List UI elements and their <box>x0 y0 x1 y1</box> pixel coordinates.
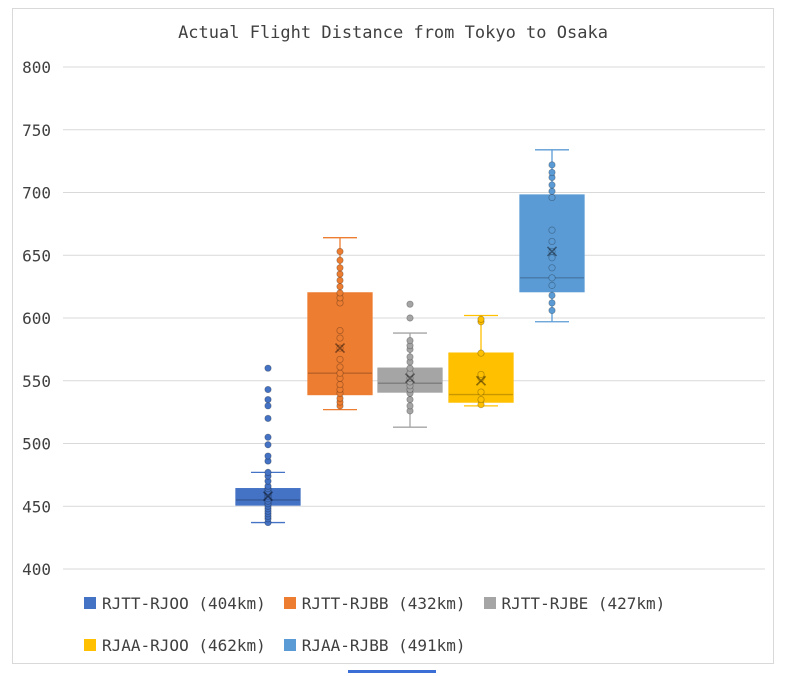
y-tick-label: 600 <box>22 309 51 328</box>
y-tick-label: 450 <box>22 497 51 516</box>
y-tick-label: 700 <box>22 184 51 203</box>
mean-marker <box>262 491 274 502</box>
bottom-scroll-strip <box>0 670 791 676</box>
data-point <box>548 299 556 307</box>
data-point <box>548 306 556 315</box>
data-point <box>264 441 272 449</box>
data-point <box>336 363 344 371</box>
legend-item: RJAA-RJBB (491km) <box>283 634 466 656</box>
mean-marker <box>475 375 487 386</box>
data-point <box>336 264 344 272</box>
box-3 <box>377 300 443 428</box>
data-point <box>264 385 272 394</box>
data-point <box>336 289 344 297</box>
data-point <box>477 315 485 323</box>
y-tick-label: 400 <box>22 560 51 579</box>
data-point <box>336 270 344 278</box>
box-1 <box>235 364 301 527</box>
y-tick-label: 650 <box>22 246 51 265</box>
legend-swatch <box>84 597 96 609</box>
data-point <box>336 334 344 342</box>
data-point <box>548 264 556 272</box>
chart-frame: Actual Flight Distance from Tokyo to Osa… <box>12 8 774 664</box>
mean-marker <box>546 246 558 257</box>
legend-label: RJTT-RJOO (404km) <box>102 593 266 613</box>
legend-swatch <box>483 597 496 609</box>
data-point <box>264 364 272 372</box>
box-4 <box>448 314 514 409</box>
data-point <box>548 281 556 289</box>
data-point <box>336 283 344 291</box>
data-point <box>406 402 414 410</box>
gridlines <box>63 66 765 570</box>
legend-label: RJTT-RJBB (432km) <box>301 593 466 613</box>
mean-marker <box>404 373 416 384</box>
legend-item: RJTT-RJBE (427km) <box>483 592 666 614</box>
data-point <box>548 274 556 282</box>
data-point <box>548 237 556 246</box>
y-tick-label: 750 <box>22 121 51 140</box>
data-point <box>477 395 485 404</box>
data-point <box>336 326 344 335</box>
y-tick-label: 800 <box>22 58 51 77</box>
data-point <box>548 181 556 189</box>
data-point <box>477 388 485 396</box>
y-tick-label: 500 <box>22 435 51 454</box>
data-point <box>264 468 272 476</box>
data-point <box>406 364 414 372</box>
data-point <box>548 226 556 234</box>
data-point <box>336 247 344 256</box>
data-point <box>548 291 556 300</box>
legend-label: RJAA-RJBB (491km) <box>301 635 466 655</box>
legend-item: RJTT-RJOO (404km) <box>84 592 266 614</box>
data-point <box>406 336 414 345</box>
legend-swatch <box>283 597 296 609</box>
data-point <box>477 349 485 357</box>
data-point <box>264 452 272 460</box>
data-point <box>548 247 556 256</box>
data-point <box>548 161 556 169</box>
data-point <box>336 380 344 389</box>
data-point <box>264 402 272 410</box>
data-point <box>336 276 344 284</box>
data-point <box>477 370 485 379</box>
data-point <box>406 395 414 404</box>
legend-swatch <box>283 639 296 651</box>
box-5 <box>519 149 585 323</box>
data-point <box>336 355 344 364</box>
legend-label: RJAA-RJOO (462km) <box>102 635 266 655</box>
data-point <box>264 395 272 404</box>
data-point <box>336 369 344 377</box>
legend: RJTT-RJOO (404km) RJTT-RJBB (432km) RJTT-R… <box>84 592 744 656</box>
y-axis-ticks: 400 450 500 550 600 650 700 750 800 <box>22 58 51 579</box>
box-plot-chart: Actual Flight Distance from Tokyo to Osa… <box>22 23 765 579</box>
box-series <box>235 149 585 527</box>
data-point <box>406 314 414 322</box>
legend-item: RJTT-RJBB (432km) <box>283 592 466 614</box>
data-point <box>548 168 556 177</box>
legend-label: RJTT-RJBE (427km) <box>501 593 666 613</box>
data-point <box>548 193 556 202</box>
legend-item: RJAA-RJOO (462km) <box>84 634 266 656</box>
data-point <box>406 300 414 308</box>
data-point <box>336 344 344 352</box>
data-point <box>336 256 344 264</box>
data-point <box>548 187 556 195</box>
legend-swatch <box>84 639 96 651</box>
data-point <box>548 254 556 262</box>
data-point <box>264 414 272 422</box>
y-tick-label: 550 <box>22 372 51 391</box>
data-point <box>406 353 414 361</box>
mean-marker <box>334 343 346 354</box>
box-2 <box>307 237 373 411</box>
chart-title: Actual Flight Distance from Tokyo to Osa… <box>178 23 608 43</box>
data-point <box>264 433 272 441</box>
